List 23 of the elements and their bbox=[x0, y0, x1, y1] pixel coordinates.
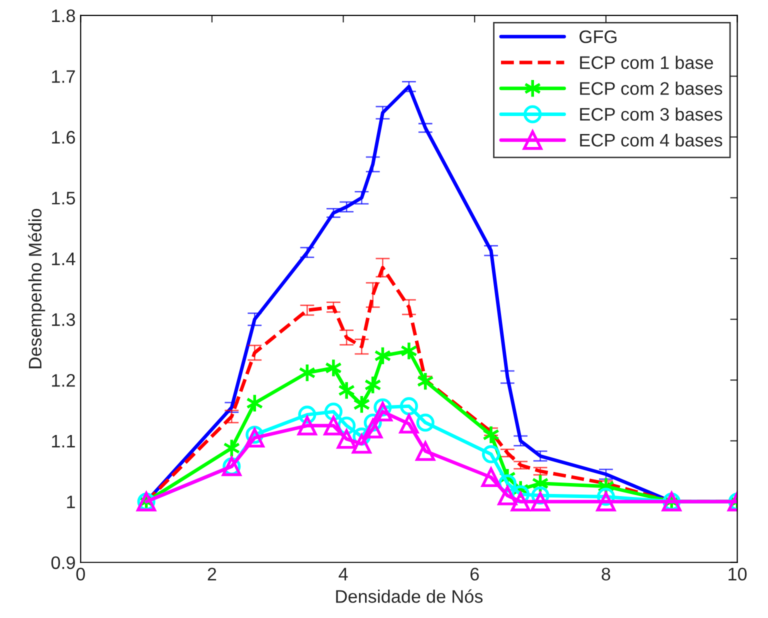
x-tick-label: 2 bbox=[208, 568, 216, 580]
x-tick-label: 0 bbox=[76, 568, 85, 581]
y-tick-label: 1 bbox=[67, 496, 75, 508]
y-tick-label: 1.7 bbox=[52, 70, 75, 83]
x-tick-label: 4 bbox=[338, 568, 348, 580]
legend-label: ECP com 1 base bbox=[580, 56, 714, 70]
y-tick-label: 1.8 bbox=[52, 9, 75, 22]
y-tick-label: 0.9 bbox=[51, 556, 75, 570]
legend-label: ECP com 4 bases bbox=[580, 133, 722, 147]
y-tick-label: 1.4 bbox=[52, 252, 76, 266]
y-tick-label: 1.5 bbox=[52, 192, 76, 204]
x-tick-label: 8 bbox=[602, 568, 610, 581]
x-tick-label: 6 bbox=[470, 568, 479, 581]
y-tick-label: 1.6 bbox=[52, 130, 75, 144]
y-axis-title: Desempenho Médio bbox=[28, 208, 46, 368]
x-tick-label: 10 bbox=[728, 568, 747, 581]
y-tick-label: 1.1 bbox=[52, 434, 75, 448]
legend-label: GFG bbox=[580, 30, 616, 44]
y-tick-label: 1.2 bbox=[52, 374, 75, 387]
y-tick-label: 1.3 bbox=[52, 313, 75, 326]
x-axis-title: Densidade de Nós bbox=[336, 589, 483, 603]
legend-label: ECP com 2 bases bbox=[580, 82, 722, 95]
legend-label: ECP com 3 bases bbox=[580, 107, 722, 121]
